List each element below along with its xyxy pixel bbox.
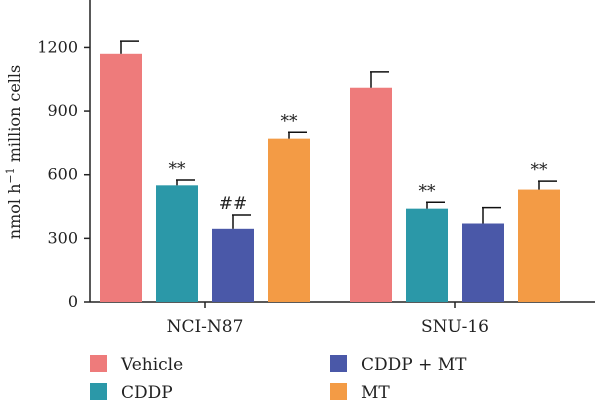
legend-swatch-cddp-mt <box>330 355 347 372</box>
legend-label: Vehicle <box>120 355 183 375</box>
y-tick-label: 900 <box>47 101 78 120</box>
y-axis-label-suffix: million cells <box>5 65 24 168</box>
legend-swatch-cddp <box>90 383 107 400</box>
bar-cddp-mt-snu-16 <box>462 223 504 302</box>
bar-cddp-snu-16 <box>406 208 448 302</box>
legend-swatch-vehicle <box>90 355 107 372</box>
legend-swatch-mt <box>330 383 347 400</box>
x-axis: NCI-N87 SNU-16 <box>90 301 595 337</box>
bar-mt-snu-16 <box>518 189 560 302</box>
y-tick-label: 0 <box>68 292 78 311</box>
significance-label: ** <box>531 160 549 180</box>
significance-label: ## <box>219 194 248 214</box>
y-tick-label: 600 <box>47 165 78 184</box>
y-axis-label-unit: nmol h <box>5 184 24 240</box>
bar-cddp-mt-nci-n87 <box>212 228 254 302</box>
legend: Vehicle CDDP CDDP + MT MT <box>90 355 467 403</box>
y-tick-label: 300 <box>47 228 78 247</box>
y-tick-label: 1200 <box>37 37 78 56</box>
legend-label: CDDP <box>121 383 173 403</box>
bar-vehicle-nci-n87 <box>100 53 142 302</box>
bars: ** ## ** ** ** <box>100 40 560 302</box>
y-axis-label-exponent: −1 <box>4 167 17 183</box>
legend-label: CDDP + MT <box>361 355 467 375</box>
significance-label: ** <box>419 181 437 201</box>
significance-label: ** <box>281 111 299 131</box>
y-axis: 0 300 600 900 1200 <box>37 0 91 311</box>
bar-vehicle-snu-16 <box>350 87 392 302</box>
x-category-label: NCI-N87 <box>167 317 244 337</box>
legend-label: MT <box>361 383 390 403</box>
x-category-label: SNU-16 <box>421 317 489 337</box>
bar-cddp-nci-n87 <box>156 185 198 302</box>
y-axis-label: nmol h−1 million cells <box>4 65 25 239</box>
significance-label: ** <box>169 159 187 179</box>
bar-mt-nci-n87 <box>268 138 310 302</box>
